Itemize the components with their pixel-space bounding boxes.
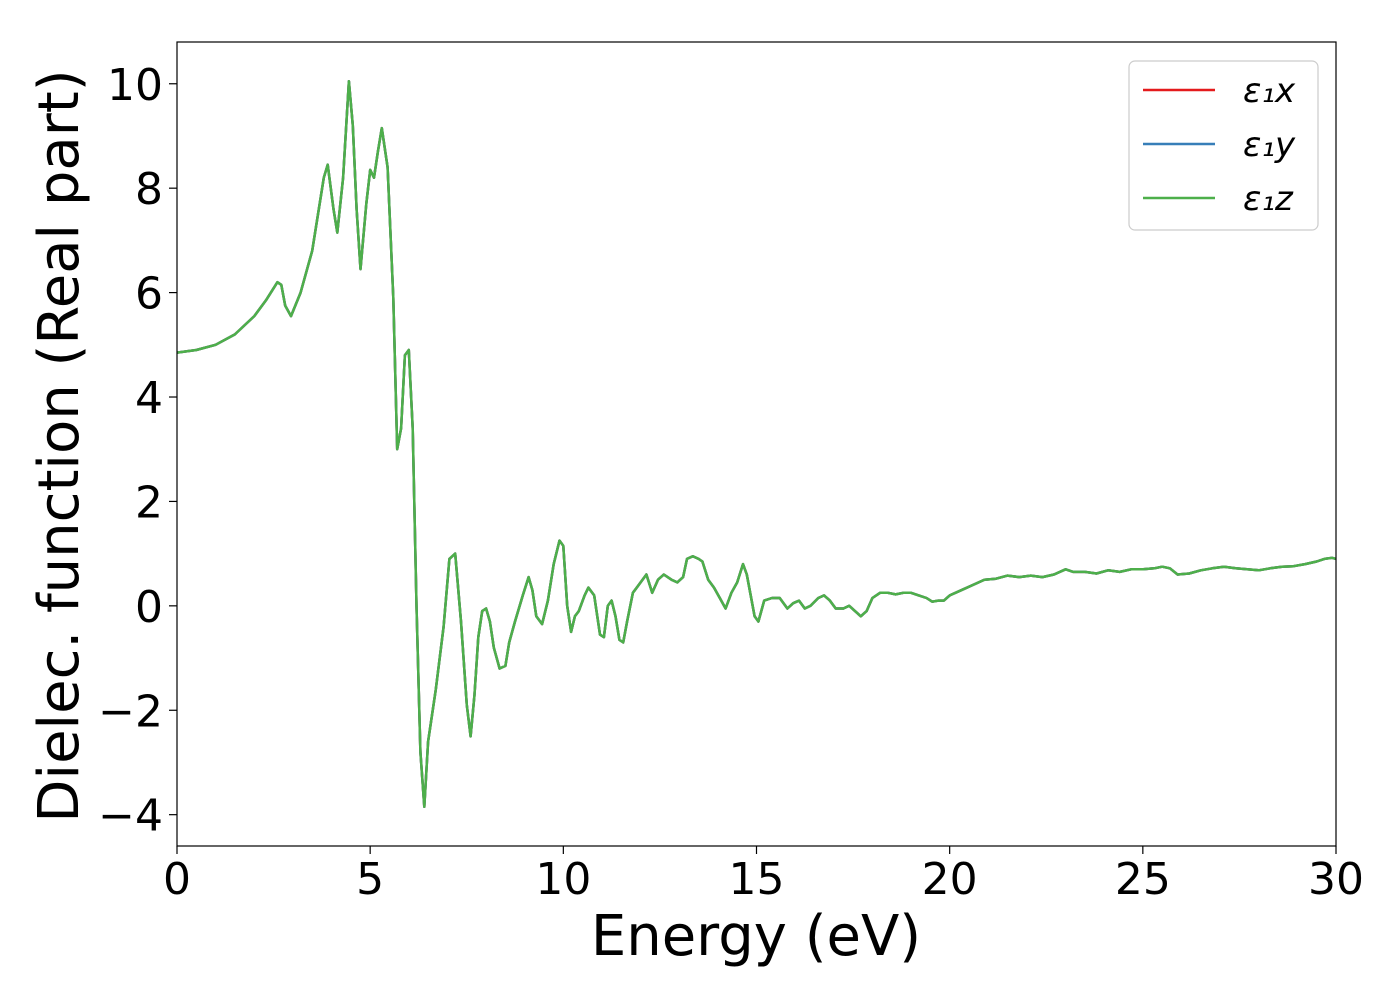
x-axis-title: Energy (eV) (591, 904, 921, 969)
y-tick-label: 0 (135, 582, 163, 633)
y-tick-label: −4 (98, 791, 163, 842)
x-tick-label: 20 (922, 854, 978, 905)
y-tick-label: 6 (135, 269, 163, 320)
legend-label-1: ε₁x (1243, 71, 1296, 111)
x-tick-label: 10 (535, 854, 591, 905)
y-tick-label: 8 (135, 164, 163, 215)
series-line-3 (176, 79, 1337, 809)
x-tick-label: 0 (163, 854, 191, 905)
legend-label-2: ε₁y (1243, 125, 1296, 165)
ticks-layer: 0 5 10 15 20 25 30 −4 −2 0 2 4 6 8 10 (98, 60, 1364, 905)
series-layer (176, 79, 1337, 809)
legend: ε₁x ε₁y ε₁z (1128, 60, 1319, 231)
x-tick-label: 30 (1308, 854, 1364, 905)
legend-box (1128, 60, 1319, 231)
y-tick-label: 2 (135, 477, 163, 528)
y-axis-title: Dielec. function (Real part) (27, 69, 92, 822)
y-tick-label: 4 (135, 373, 163, 424)
legend-label-3: ε₁z (1243, 179, 1294, 219)
y-tick-label: 10 (107, 60, 163, 111)
x-tick-label: 5 (356, 854, 384, 905)
x-tick-label: 15 (729, 854, 785, 905)
y-tick-label: −2 (98, 686, 163, 737)
x-tick-label: 25 (1115, 854, 1171, 905)
plot-frame (176, 41, 1337, 847)
